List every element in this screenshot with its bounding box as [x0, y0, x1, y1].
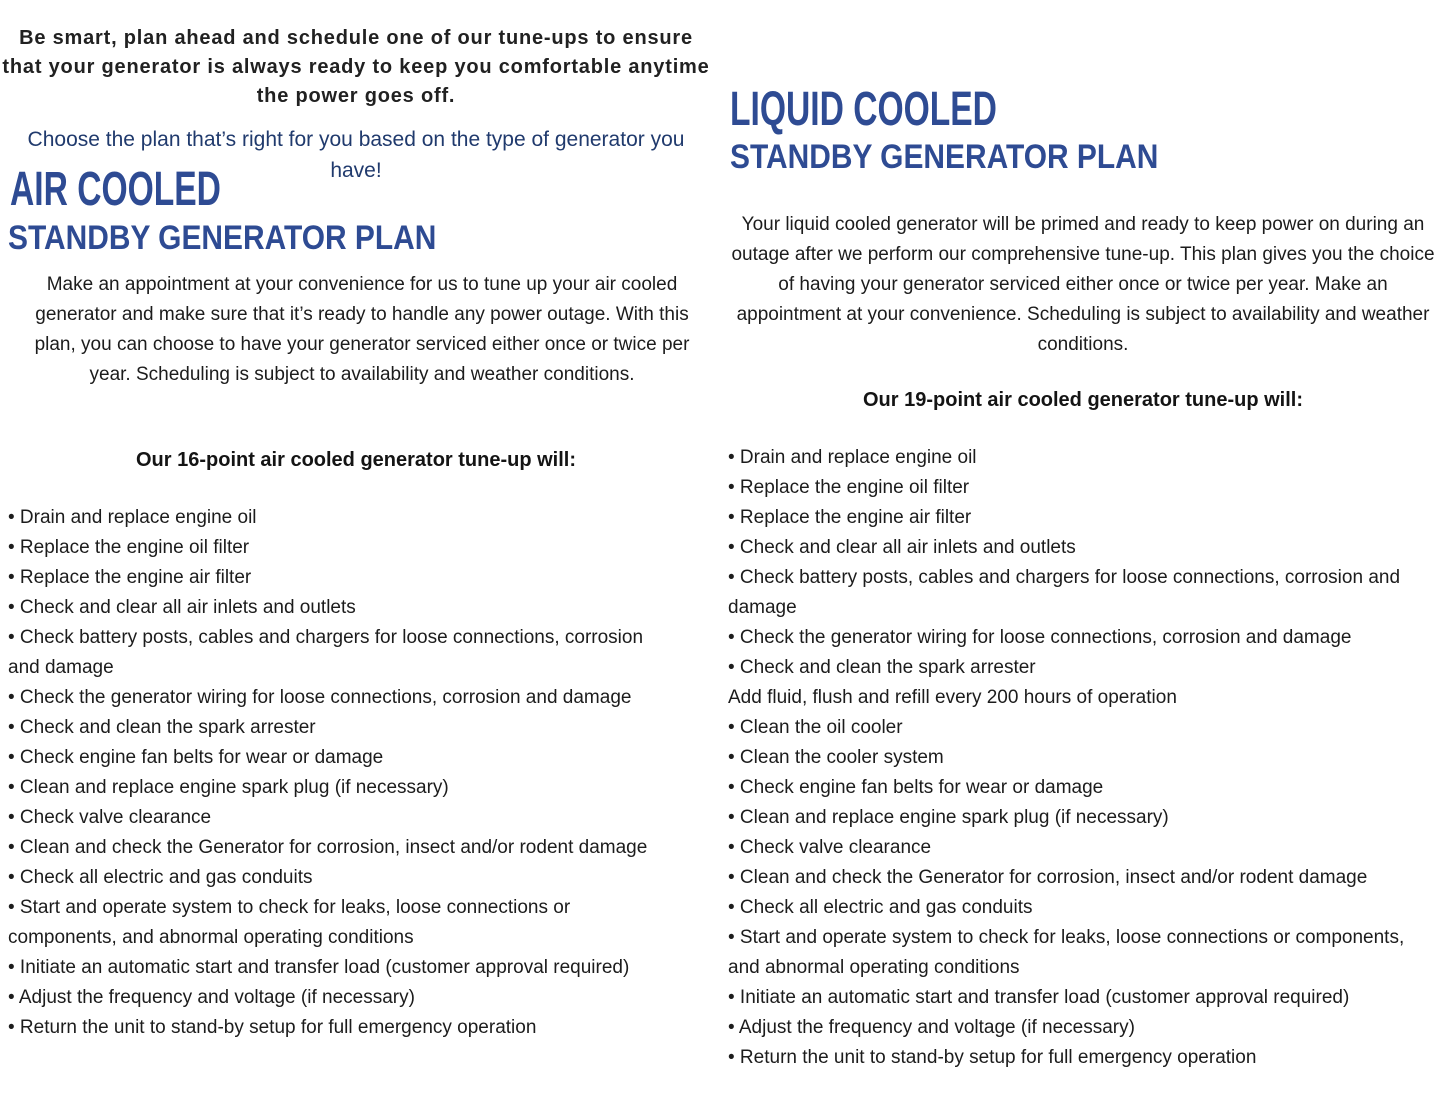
list-item: • Initiate an automatic start and transf… — [8, 957, 630, 978]
list-item: • Check all electric and gas conduits — [728, 897, 1033, 918]
liquid-cooled-list-heading: Our 19-point air cooled generator tune-u… — [862, 389, 1304, 411]
air-cooled-description: Make an appointment at your convenience … — [34, 274, 690, 385]
list-item: • Check and clean the spark arrester — [728, 657, 1036, 678]
list-item: • Replace the engine oil filter — [728, 477, 970, 498]
list-item: • Check battery posts, cables and charge… — [8, 627, 644, 678]
air-cooled-title: AIR COOLED — [10, 163, 221, 216]
list-item: • Initiate an automatic start and transf… — [728, 987, 1350, 1008]
list-item: • Clean and check the Generator for corr… — [728, 867, 1368, 888]
air-cooled-list-heading: Our 16-point air cooled generator tune-u… — [135, 449, 577, 471]
list-item: • Replace the engine air filter — [8, 567, 252, 588]
list-item: • Check engine fan belts for wear or dam… — [8, 747, 384, 768]
liquid-cooled-title: LIQUID COOLED — [730, 83, 997, 136]
list-item: • Adjust the frequency and voltage (if n… — [728, 1017, 1135, 1038]
list-item: • Start and operate system to check for … — [8, 897, 571, 948]
liquid-cooled-subtitle: STANDBY GENERATOR PLAN — [730, 138, 1159, 176]
list-item: • Check the generator wiring for loose c… — [8, 687, 632, 708]
list-item: • Return the unit to stand-by setup for … — [8, 1017, 537, 1038]
intro-text: Be smart, plan ahead and schedule one of… — [2, 27, 710, 107]
list-item: • Replace the engine oil filter — [8, 537, 250, 558]
list-item: • Replace the engine air filter — [728, 507, 972, 528]
air-cooled-checklist: • Drain and replace engine oil • Replace … — [8, 503, 660, 1043]
list-item: • Clean the cooler system — [728, 747, 944, 768]
list-item: • Check valve clearance — [8, 807, 212, 828]
list-item: • Check and clear all air inlets and out… — [8, 597, 356, 618]
list-item: • Drain and replace engine oil — [728, 447, 977, 468]
list-item: • Check and clear all air inlets and out… — [728, 537, 1076, 558]
list-item: • Check engine fan belts for wear or dam… — [728, 777, 1104, 798]
list-item: • Start and operate system to check for … — [728, 927, 1405, 978]
list-item: • Return the unit to stand-by setup for … — [728, 1047, 1257, 1068]
list-item: • Clean and check the Generator for corr… — [8, 837, 648, 858]
choose-plan-text: Choose the plan that’s right for you bas… — [27, 128, 685, 182]
list-item: • Check valve clearance — [728, 837, 932, 858]
list-item: • Clean the oil cooler — [728, 717, 903, 738]
air-cooled-subtitle: STANDBY GENERATOR PLAN — [8, 219, 437, 257]
list-item: • Check all electric and gas conduits — [8, 867, 313, 888]
list-item: • Clean and replace engine spark plug (i… — [8, 777, 449, 798]
liquid-cooled-checklist: • Drain and replace engine oil • Replace … — [728, 443, 1430, 1073]
list-item: • Check battery posts, cables and charge… — [728, 567, 1401, 618]
list-item: • Check the generator wiring for loose c… — [728, 627, 1352, 648]
list-item: • Drain and replace engine oil — [8, 507, 257, 528]
list-item: • Clean and replace engine spark plug (i… — [728, 807, 1169, 828]
list-item: • Adjust the frequency and voltage (if n… — [8, 987, 415, 1008]
list-item: • Check and clean the spark arrester — [8, 717, 316, 738]
liquid-cooled-description: Your liquid cooled generator will be pri… — [731, 214, 1435, 355]
list-item: Add fluid, flush and refill every 200 ho… — [728, 687, 1177, 708]
